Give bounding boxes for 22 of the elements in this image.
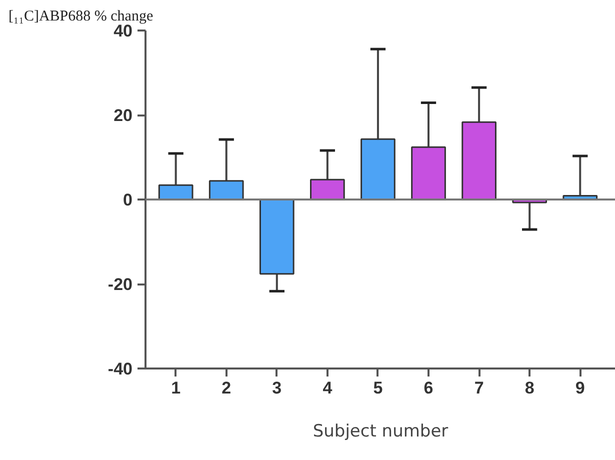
bar xyxy=(462,121,496,200)
x-tick-label: 2 xyxy=(222,378,232,398)
y-tick-label: 40 xyxy=(114,22,133,40)
x-tick-label: 5 xyxy=(373,378,383,398)
x-tick-label: 1 xyxy=(171,378,181,398)
x-tick-label: 9 xyxy=(575,378,585,398)
bar xyxy=(208,180,244,200)
y-tick-label: -40 xyxy=(108,360,133,378)
y-tick-label: -20 xyxy=(108,275,133,294)
y-tick-label: 20 xyxy=(114,106,133,125)
y-axis-title: [₁₁C]ABP688 % change xyxy=(8,8,154,24)
x-tick-label: 6 xyxy=(424,378,434,398)
x-tick-label: 8 xyxy=(524,378,534,398)
x-tick-label: 4 xyxy=(322,378,333,398)
bar xyxy=(259,198,294,275)
x-axis-title: Subject number xyxy=(312,422,448,442)
y-tick-label: 0 xyxy=(123,190,133,210)
bar xyxy=(411,146,446,200)
x-tick-label: 7 xyxy=(474,378,484,398)
bar xyxy=(360,138,396,200)
bar xyxy=(310,178,345,200)
x-tick-label: 3 xyxy=(272,378,282,398)
